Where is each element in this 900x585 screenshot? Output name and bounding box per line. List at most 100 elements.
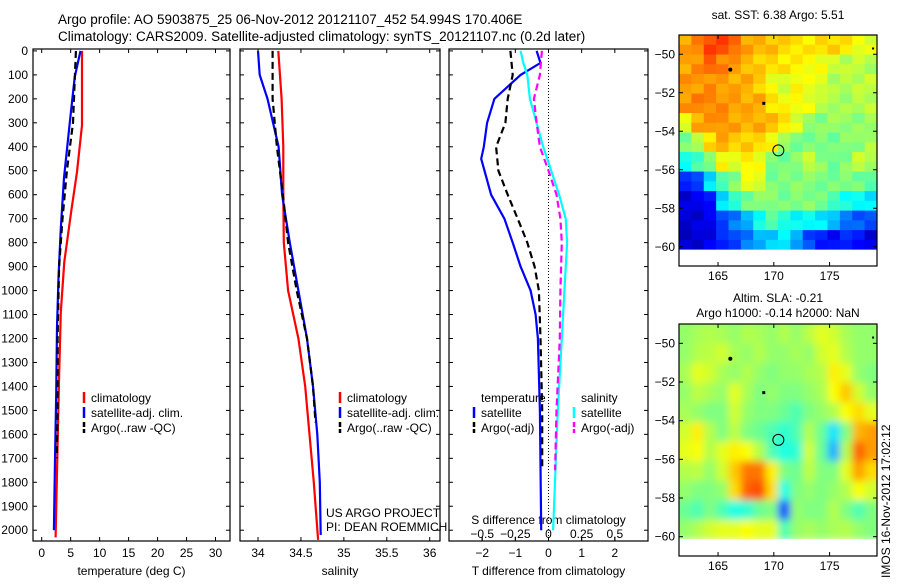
map-cell bbox=[722, 161, 730, 173]
map-cell bbox=[722, 64, 730, 75]
map-cell bbox=[784, 113, 791, 124]
map-cell bbox=[691, 210, 699, 221]
map-cell bbox=[691, 363, 705, 384]
map-cell bbox=[796, 93, 804, 104]
map-cell bbox=[802, 441, 816, 462]
map-cell bbox=[765, 239, 773, 250]
map-cell bbox=[864, 441, 877, 462]
map-cell bbox=[703, 113, 711, 124]
map-cell bbox=[815, 343, 829, 364]
map-cell bbox=[697, 191, 705, 202]
map-cell bbox=[796, 83, 804, 95]
map-cell bbox=[691, 324, 705, 345]
map-cell bbox=[790, 122, 798, 134]
map-cell bbox=[796, 181, 804, 192]
map-cell bbox=[833, 35, 841, 46]
map-cell bbox=[864, 324, 877, 345]
map-cell bbox=[747, 35, 754, 46]
map-cell bbox=[802, 363, 816, 384]
map-cell bbox=[852, 93, 860, 104]
y-tick-label: 800 bbox=[8, 236, 28, 250]
map-cell bbox=[784, 74, 791, 85]
map-cell bbox=[833, 83, 841, 95]
legend-label: climatology bbox=[91, 391, 151, 405]
map-cell bbox=[839, 220, 847, 231]
map-cell bbox=[691, 44, 699, 56]
map-cell bbox=[722, 220, 730, 231]
map-cell bbox=[753, 103, 761, 114]
map-cell bbox=[691, 230, 699, 241]
map-cell bbox=[858, 64, 866, 75]
other-float-marker bbox=[728, 67, 733, 72]
map-cell bbox=[679, 161, 686, 173]
map-cell bbox=[821, 54, 829, 65]
map-cell bbox=[802, 343, 816, 364]
map-cell bbox=[808, 44, 816, 56]
map-cell bbox=[790, 171, 798, 182]
map-cell bbox=[815, 519, 829, 539]
map-cell bbox=[753, 161, 761, 173]
map-cell bbox=[716, 519, 730, 539]
map-cell bbox=[852, 83, 860, 95]
map-cell bbox=[852, 500, 866, 521]
y-tick-label: 600 bbox=[8, 188, 28, 202]
map-cell bbox=[722, 93, 730, 104]
map-cell bbox=[685, 230, 692, 241]
map-cell bbox=[808, 35, 816, 46]
map-cell bbox=[703, 324, 717, 345]
map-cell bbox=[691, 83, 699, 95]
map-cell bbox=[703, 93, 711, 104]
map-cell bbox=[691, 191, 699, 202]
map-cell bbox=[697, 54, 705, 65]
map-cell bbox=[691, 113, 699, 124]
map-cell bbox=[753, 93, 761, 104]
map-cell bbox=[846, 64, 853, 75]
map-cell bbox=[833, 93, 841, 104]
map-cell bbox=[722, 142, 730, 153]
map-cell bbox=[790, 230, 798, 241]
plot-frame bbox=[32, 48, 231, 542]
map-cell bbox=[846, 239, 853, 250]
y-tick-label: 300 bbox=[8, 116, 28, 130]
map-cell bbox=[846, 191, 853, 202]
map-cell bbox=[709, 132, 717, 143]
map-cell bbox=[839, 382, 853, 403]
map-cell bbox=[747, 54, 754, 65]
y-tick-label: −56 bbox=[655, 163, 676, 177]
map-cell bbox=[734, 35, 742, 46]
map-cell bbox=[833, 54, 841, 65]
y-tick-label: 100 bbox=[8, 68, 28, 82]
map-cell bbox=[808, 239, 816, 250]
map-cell bbox=[716, 382, 730, 403]
series-line-climatology bbox=[277, 50, 320, 540]
map-cell bbox=[815, 402, 829, 423]
map-cell bbox=[839, 441, 853, 462]
map-cell bbox=[759, 44, 767, 56]
map-cell bbox=[833, 210, 841, 221]
map-cell bbox=[827, 74, 835, 85]
map-cell bbox=[691, 161, 699, 173]
map-cell bbox=[728, 54, 736, 65]
map-title: Altim. SLA: -0.21 bbox=[733, 291, 823, 305]
map-cell bbox=[691, 122, 699, 134]
map-cell bbox=[790, 200, 798, 212]
map-cell bbox=[685, 64, 692, 75]
map-cell bbox=[722, 171, 730, 182]
credit-project: US ARGO PROJECT bbox=[326, 506, 441, 520]
map-cell bbox=[802, 421, 816, 443]
map-cell bbox=[802, 402, 816, 423]
map-cell bbox=[703, 35, 711, 46]
map-cell bbox=[802, 480, 816, 501]
map-cell bbox=[759, 239, 767, 250]
map-cell bbox=[697, 64, 705, 75]
map-cell bbox=[827, 343, 841, 364]
map-cell bbox=[790, 83, 798, 95]
map-cell bbox=[740, 210, 748, 221]
map-cell bbox=[852, 64, 860, 75]
map-cell bbox=[802, 382, 816, 403]
map-cell bbox=[827, 519, 841, 539]
x-tick-label: 0 bbox=[38, 546, 45, 560]
map-cell bbox=[753, 191, 761, 202]
map-cell bbox=[765, 519, 779, 539]
map-cell bbox=[839, 171, 847, 182]
